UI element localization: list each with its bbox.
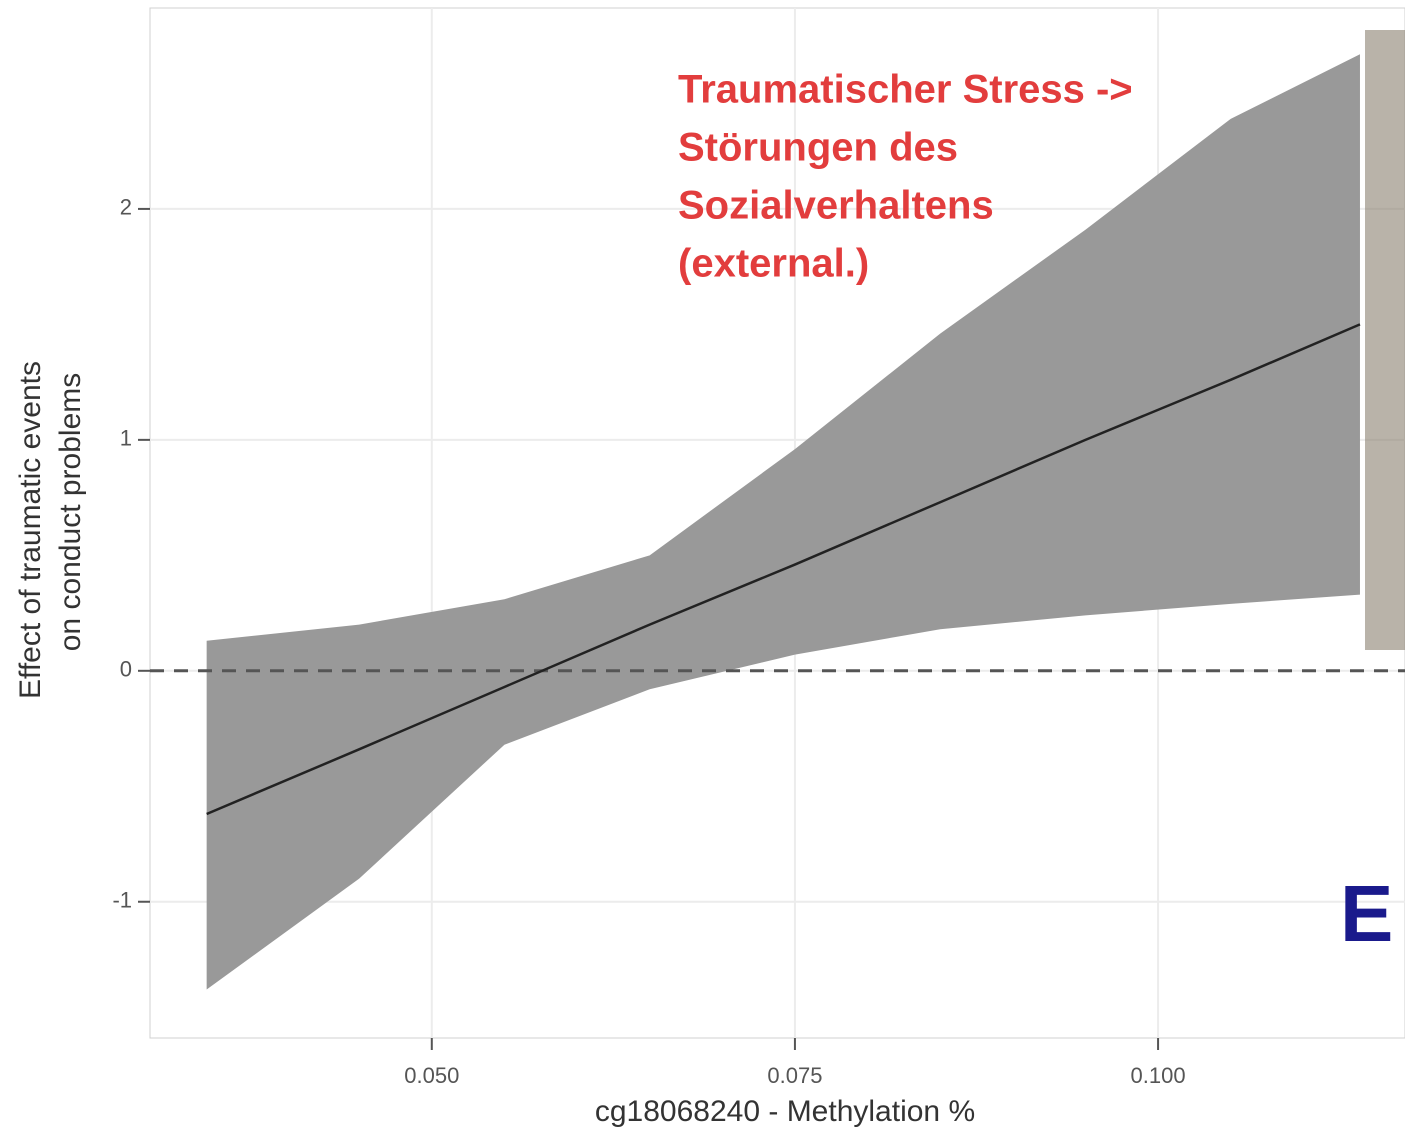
annotation: Sozialverhaltens [678,184,994,228]
x-tick-label: 0.100 [1131,1063,1186,1088]
fit-line [206,323,1361,816]
annotation: Störungen des [678,126,958,170]
background-photo [1365,30,1405,650]
y-tick-label: 0 [120,657,132,682]
x-axis-title: cg18068240 - Methylation % [595,1095,975,1128]
y-tick-label: 2 [120,195,132,220]
x-tick-label: 0.075 [767,1063,822,1088]
annotation: Traumatischer Stress -> [678,68,1133,112]
confidence-band [206,54,1360,990]
x-tick-label: 0.050 [404,1063,459,1088]
y-tick-label: 1 [120,426,132,451]
marks [150,54,1405,990]
annotation: (external.) [678,242,869,286]
y-axis-title: Effect of traumatic events [14,361,47,699]
y-tick-label: -1 [112,888,132,913]
y-axis-title: on conduct problems [54,373,87,652]
corner-text: E [1340,869,1393,958]
